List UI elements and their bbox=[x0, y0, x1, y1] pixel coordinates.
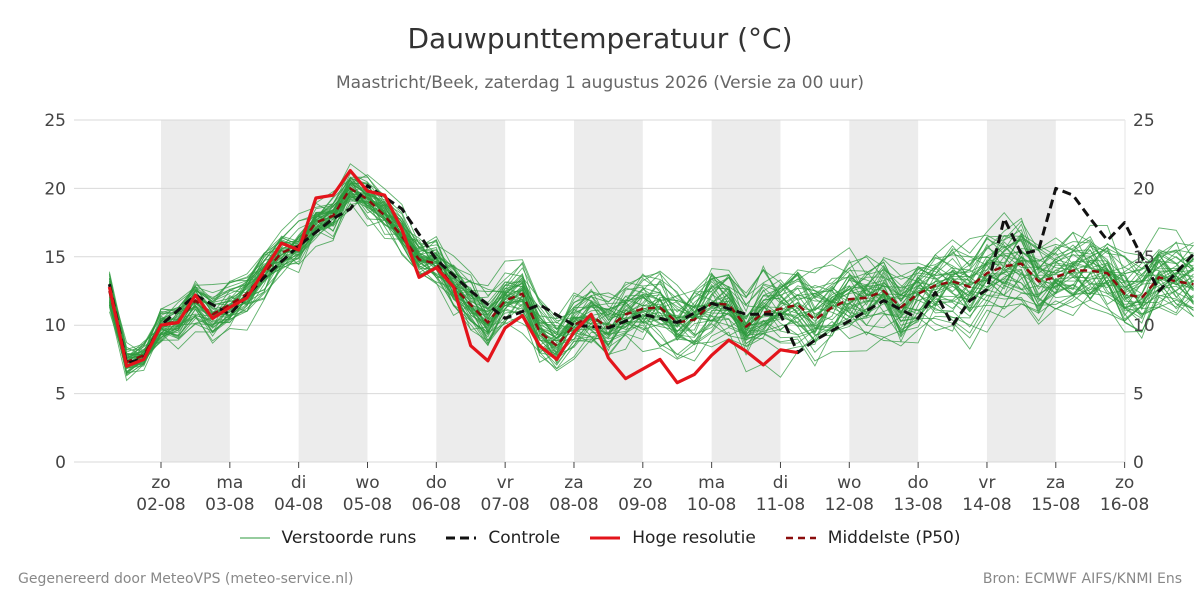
chart-title: Dauwpunttemperatuur (°C) bbox=[407, 22, 793, 55]
shaded-band bbox=[711, 120, 781, 462]
y-tick-label-left: 20 bbox=[44, 179, 66, 199]
gridlines bbox=[74, 119, 1126, 463]
x-tick-day-label: wo bbox=[355, 473, 379, 493]
series-line-highres bbox=[107, 169, 798, 385]
x-tick-day-label: zo bbox=[151, 473, 170, 493]
series-line-control bbox=[107, 184, 1195, 365]
x-tick-date-label: 10-08 bbox=[687, 495, 736, 515]
x-tick-date-label: 06-08 bbox=[412, 495, 461, 515]
y-tick-label-right: 20 bbox=[1133, 179, 1155, 199]
x-tick-date-label: 16-08 bbox=[1100, 495, 1149, 515]
x-tick-day-label: di bbox=[291, 473, 307, 493]
x-tick-date-label: 07-08 bbox=[480, 495, 529, 515]
x-tick-date-label: 09-08 bbox=[618, 495, 667, 515]
x-tick-day-label: zo bbox=[1115, 473, 1134, 493]
legend-label-highres: Hoge resolutie bbox=[632, 528, 756, 548]
x-tick-date-label: 14-08 bbox=[962, 495, 1011, 515]
legend-label-median: Middelste (P50) bbox=[827, 528, 961, 548]
legend: Verstoorde runs Controle Hoge resolutie … bbox=[0, 528, 1200, 548]
x-tick-day-label: do bbox=[426, 473, 447, 493]
x-tick-date-label: 13-08 bbox=[893, 495, 942, 515]
y-tick-label-right: 0 bbox=[1133, 453, 1144, 473]
x-tick-date-label: 03-08 bbox=[205, 495, 254, 515]
x-tick-date-label: 12-08 bbox=[825, 495, 874, 515]
footer-generated-by: Gegenereerd door MeteoVPS (meteo-service… bbox=[18, 571, 354, 587]
legend-label-ensemble: Verstoorde runs bbox=[281, 528, 417, 548]
ensemble-run bbox=[108, 185, 1194, 372]
footer-source: Bron: ECMWF AIFS/KNMI Ens bbox=[982, 571, 1182, 587]
chart-subtitle: Maastricht/Beek, zaterdag 1 augustus 202… bbox=[335, 73, 865, 93]
y-tick-label-right: 10 bbox=[1133, 316, 1155, 336]
main-series bbox=[107, 169, 1195, 385]
x-tick-day-label: ma bbox=[216, 473, 243, 493]
ensemble-run bbox=[108, 176, 1194, 382]
y-tick-label-right: 25 bbox=[1133, 111, 1155, 131]
x-tick-day-label: do bbox=[908, 473, 929, 493]
x-tick-day-label: wo bbox=[837, 473, 861, 493]
x-tick-date-label: 04-08 bbox=[274, 495, 323, 515]
legend-item-median[interactable]: Middelste (P50) bbox=[785, 528, 961, 548]
x-tick-day-label: zo bbox=[633, 473, 652, 493]
x-tick-day-label: za bbox=[1046, 473, 1065, 493]
ensemble-run bbox=[108, 177, 1194, 374]
x-tick-date-label: 11-08 bbox=[756, 495, 805, 515]
legend-swatch-ensemble bbox=[239, 537, 270, 539]
shaded-band bbox=[298, 120, 368, 462]
x-tick-date-label: 15-08 bbox=[1031, 495, 1080, 515]
legend-label-control: Controle bbox=[488, 528, 561, 548]
shaded-band bbox=[573, 120, 643, 462]
y-tick-label-left: 0 bbox=[55, 453, 66, 473]
y-tick-label-right: 15 bbox=[1133, 248, 1155, 268]
legend-item-control[interactable]: Controle bbox=[446, 528, 560, 548]
legend-swatch-median bbox=[785, 536, 816, 540]
legend-item-ensemble[interactable]: Verstoorde runs bbox=[239, 528, 417, 548]
x-tick-date-label: 05-08 bbox=[343, 495, 392, 515]
legend-swatch-highres bbox=[590, 536, 621, 540]
ensemble-run bbox=[108, 182, 1194, 374]
legend-swatch-control bbox=[446, 536, 477, 540]
y-tick-label-left: 15 bbox=[44, 248, 66, 268]
y-tick-label-left: 10 bbox=[44, 316, 66, 336]
y-tick-label-left: 25 bbox=[44, 111, 66, 131]
x-tick-day-label: ma bbox=[698, 473, 725, 493]
x-tick-day-label: za bbox=[564, 473, 583, 493]
ensemble-run bbox=[108, 194, 1194, 356]
x-tick-day-label: vr bbox=[978, 473, 995, 493]
legend-item-highres[interactable]: Hoge resolutie bbox=[590, 528, 756, 548]
x-tick-date-label: 08-08 bbox=[549, 495, 598, 515]
series-line-median bbox=[108, 187, 1194, 364]
y-tick-label-left: 5 bbox=[55, 385, 66, 405]
x-tick-date-label: 02-08 bbox=[136, 495, 185, 515]
y-tick-label-right: 5 bbox=[1133, 385, 1144, 405]
x-tick-day-label: vr bbox=[497, 473, 514, 493]
x-tick-day-label: di bbox=[773, 473, 789, 493]
